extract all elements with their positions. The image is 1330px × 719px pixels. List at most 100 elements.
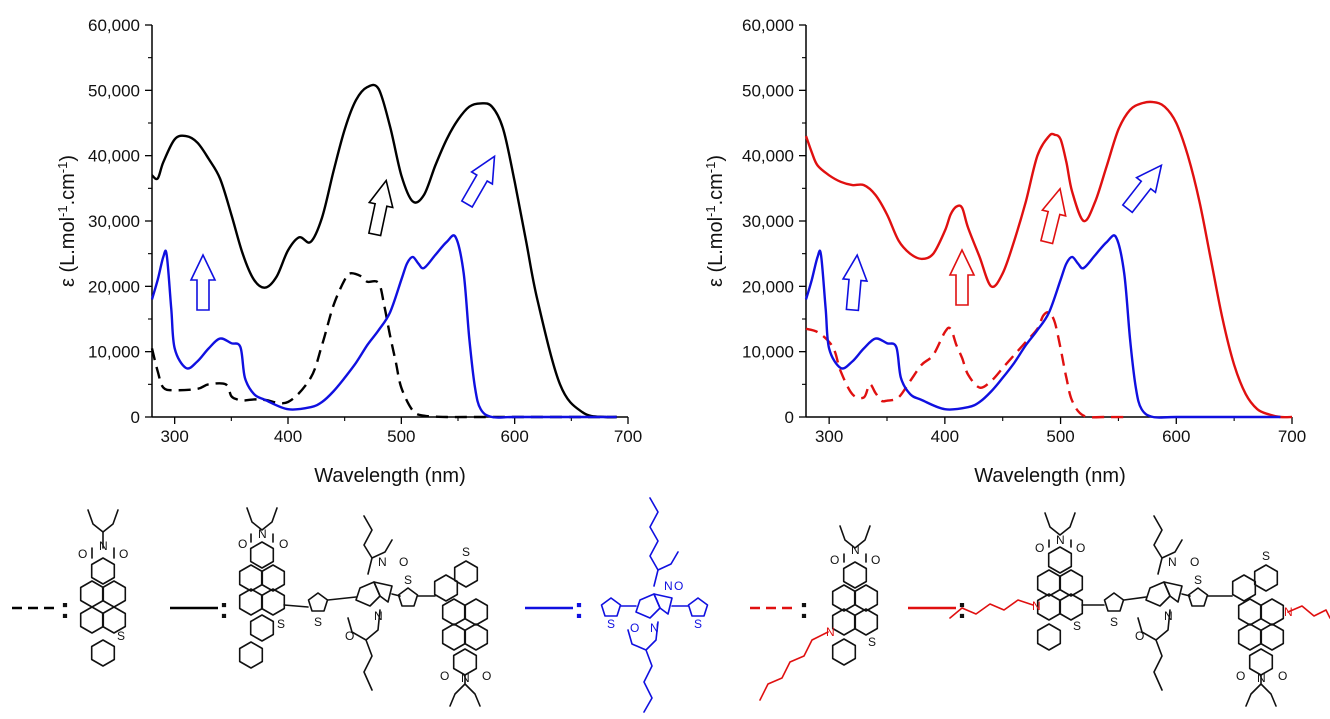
alkyl-chain bbox=[1287, 605, 1330, 619]
atom-label: O bbox=[830, 553, 839, 567]
legend-colon: : bbox=[60, 592, 70, 625]
molecule-structure bbox=[238, 507, 489, 707]
atom-label: S bbox=[694, 617, 702, 631]
arrows-right bbox=[841, 163, 1163, 312]
series-line-solid-black bbox=[151, 83, 617, 419]
atom-label: N bbox=[826, 625, 835, 639]
atom-label: N bbox=[99, 539, 108, 553]
series-line-dashed-red bbox=[805, 310, 1131, 419]
legend-colon: : bbox=[799, 592, 809, 625]
arrows-left bbox=[189, 154, 496, 311]
atom-label: O bbox=[1035, 541, 1044, 555]
x-tick-label: 400 bbox=[274, 427, 302, 446]
atom-label: O bbox=[399, 555, 408, 569]
up-arrow-icon bbox=[189, 253, 217, 311]
up-arrow-icon bbox=[841, 253, 869, 312]
plot-area-left: 300 400 500 600 700 0 10,000 20,000 30,000 40,000… bbox=[88, 16, 642, 446]
x-tick-label: 700 bbox=[1278, 427, 1306, 446]
atom-label: N bbox=[664, 579, 673, 593]
plot-area-right: 300 400 500 600 700 0 10,000 20,000 30,000 40,000… bbox=[742, 16, 1306, 446]
y-tick-label: 30,000 bbox=[742, 212, 794, 231]
x-tick-label: 500 bbox=[1046, 427, 1074, 446]
series-line-solid-blue bbox=[150, 234, 617, 419]
atom-label: S bbox=[404, 573, 412, 587]
x-tick-label: 300 bbox=[160, 427, 188, 446]
y-tick-label: 60,000 bbox=[88, 16, 140, 35]
atom-label: N bbox=[1164, 609, 1173, 623]
chart-right: 300 400 500 600 700 0 10,000 20,000 30,000 40,000… bbox=[703, 16, 1306, 487]
atom-label: O bbox=[238, 537, 247, 551]
chart-left: 300 400 500 600 700 0 10,000 20,000 30,000 40,000… bbox=[55, 16, 642, 487]
legend-structures: : N O O S : bbox=[12, 497, 1330, 713]
atom-label: O bbox=[871, 553, 880, 567]
atom-label: S bbox=[1194, 573, 1202, 587]
x-tick-label: 600 bbox=[1162, 427, 1190, 446]
atom-label: S bbox=[1073, 619, 1081, 633]
legend-colon: : bbox=[219, 592, 229, 625]
y-tick-label: 30,000 bbox=[88, 212, 140, 231]
y-tick-label: 10,000 bbox=[88, 343, 140, 362]
legend-colon: : bbox=[574, 592, 584, 625]
y-tick-label: 50,000 bbox=[88, 81, 140, 100]
atom-label: O bbox=[279, 537, 288, 551]
y-tick-label: 40,000 bbox=[742, 147, 794, 166]
molecule-structure bbox=[600, 497, 709, 713]
y-tick-label: 0 bbox=[131, 408, 140, 427]
series-group-left bbox=[150, 83, 617, 419]
atom-label: N bbox=[378, 555, 387, 569]
atom-label: N bbox=[1284, 605, 1293, 619]
atom-label: S bbox=[117, 629, 125, 643]
up-arrow-icon bbox=[367, 178, 394, 237]
atom-label: N bbox=[650, 621, 659, 635]
series-line-dashed-black bbox=[150, 272, 617, 419]
series-group-right bbox=[804, 100, 1293, 419]
atom-label: S bbox=[314, 615, 322, 629]
legend-item-dashed-red: : N N O O S bbox=[750, 525, 880, 701]
series-line-solid-blue bbox=[804, 234, 1281, 419]
y-tick-label: 40,000 bbox=[88, 147, 140, 166]
y-tick-label: 60,000 bbox=[742, 16, 794, 35]
atom-label: O bbox=[482, 669, 491, 683]
x-tick-label: 600 bbox=[500, 427, 528, 446]
molecule-structure bbox=[79, 509, 127, 667]
alkyl-chain bbox=[949, 599, 1034, 619]
series-line-solid-red bbox=[804, 100, 1293, 419]
y-tick-label: 20,000 bbox=[742, 277, 794, 296]
atom-label: N bbox=[374, 609, 383, 623]
atom-label: N bbox=[1168, 555, 1177, 569]
atom-label: O bbox=[1278, 669, 1287, 683]
tick-group-right: 300 400 500 600 700 0 10,000 20,000 30,000 40,000… bbox=[742, 16, 1306, 446]
atom-label: O bbox=[1236, 669, 1245, 683]
atom-label: S bbox=[1262, 549, 1270, 563]
atom-label: O bbox=[345, 629, 354, 643]
atom-label: S bbox=[1110, 615, 1118, 629]
atom-label: N bbox=[1032, 599, 1041, 613]
x-tick-label: 700 bbox=[614, 427, 642, 446]
atom-label: N bbox=[461, 671, 470, 685]
atom-label: O bbox=[78, 547, 87, 561]
atom-label: N bbox=[851, 543, 860, 557]
alkyl-chain bbox=[759, 631, 829, 701]
legend-item-solid-red: : bbox=[908, 512, 1330, 707]
y-axis-title-left: ε (L.mol-1.cm-1) bbox=[55, 155, 79, 287]
y-tick-label: 0 bbox=[785, 408, 794, 427]
atom-label: N bbox=[258, 527, 267, 541]
x-axis-title-left: Wavelength (nm) bbox=[314, 465, 466, 487]
y-tick-label: 50,000 bbox=[742, 81, 794, 100]
atom-label: N bbox=[1056, 533, 1065, 547]
atom-label: S bbox=[277, 617, 285, 631]
legend-item-solid-blue: : S S N N O O bbox=[525, 497, 709, 713]
atom-label: O bbox=[1190, 555, 1199, 569]
molecule-structure bbox=[1036, 512, 1285, 707]
y-tick-label: 20,000 bbox=[88, 277, 140, 296]
atom-label: S bbox=[462, 545, 470, 559]
x-tick-label: 500 bbox=[387, 427, 415, 446]
x-tick-label: 400 bbox=[931, 427, 959, 446]
molecule-structure bbox=[831, 525, 879, 666]
atom-label: O bbox=[440, 669, 449, 683]
atom-label: O bbox=[1135, 629, 1144, 643]
atom-label: S bbox=[868, 635, 876, 649]
y-axis-title-right: ε (L.mol-1.cm-1) bbox=[703, 155, 727, 287]
atom-label: O bbox=[1076, 541, 1085, 555]
